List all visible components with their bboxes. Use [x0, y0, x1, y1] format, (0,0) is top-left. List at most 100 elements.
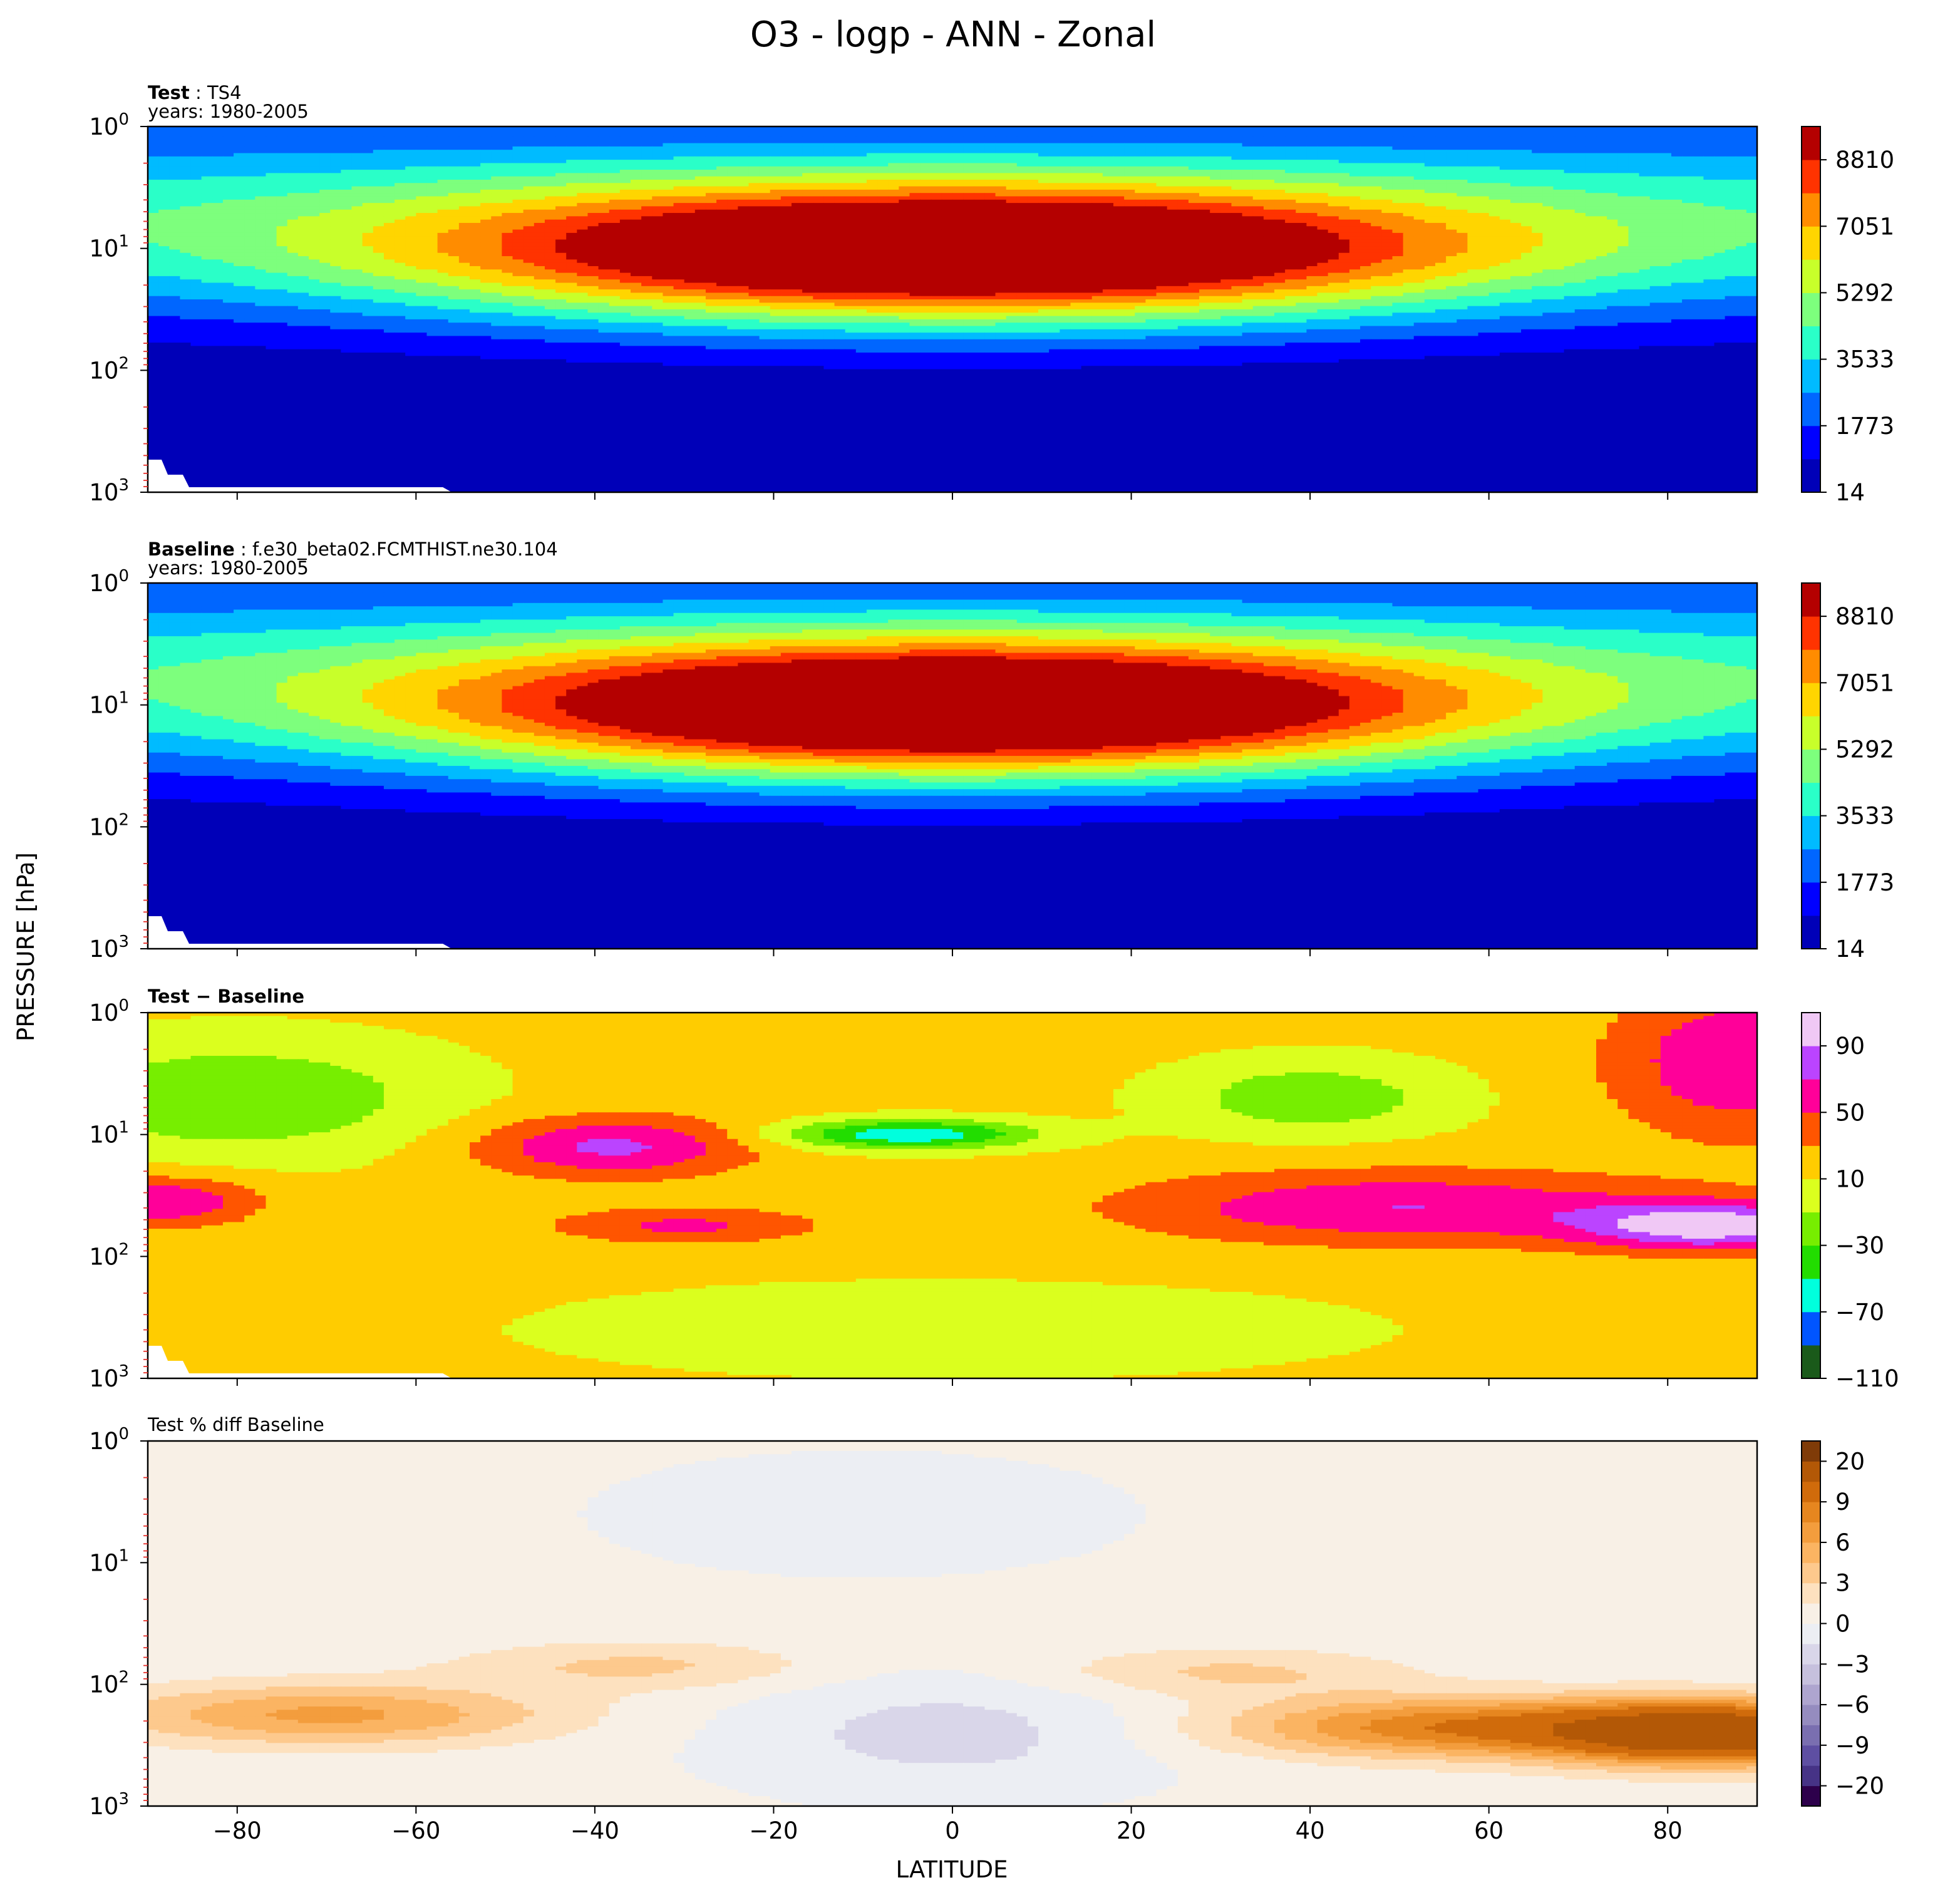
contour-cell [856, 190, 867, 194]
contour-cell [169, 130, 180, 133]
contour-cell [845, 150, 857, 153]
contour-cell [942, 173, 953, 177]
contour-cell [942, 163, 953, 167]
contour-cell [363, 203, 374, 207]
contour-cell [684, 196, 696, 200]
contour-cell [352, 236, 363, 240]
contour-cell [1467, 140, 1478, 143]
contour-cell [674, 196, 685, 200]
contour-cell [1736, 153, 1747, 157]
contour-cell [309, 210, 320, 214]
contour-cell [148, 196, 159, 200]
contour-cell [1038, 220, 1050, 224]
contour-cell [1703, 213, 1715, 217]
contour-cell [1049, 226, 1060, 230]
contour-cell [695, 223, 706, 227]
contour-cell [448, 223, 460, 227]
contour-cell [277, 140, 288, 143]
contour-cell [1038, 170, 1050, 173]
contour-cell [459, 140, 470, 143]
contour-cell [491, 187, 502, 190]
contour-cell [1199, 213, 1210, 217]
contour-cell [244, 133, 255, 137]
contour-cell [802, 160, 813, 163]
contour-cell [781, 230, 792, 234]
contour-cell [491, 183, 502, 187]
contour-cell [191, 183, 202, 187]
contour-cell [459, 137, 470, 140]
contour-cell [148, 226, 159, 230]
contour-cell [1360, 180, 1371, 183]
contour-cell [148, 200, 159, 204]
contour-cell [942, 157, 953, 160]
contour-cell [760, 163, 771, 167]
contour-cell [1489, 150, 1500, 153]
contour-cell [1296, 173, 1307, 177]
contour-cell [823, 163, 835, 167]
contour-cell [1639, 150, 1651, 153]
contour-cell [1070, 163, 1081, 167]
contour-cell [1628, 143, 1639, 147]
contour-cell [1628, 210, 1639, 214]
contour-cell [952, 183, 964, 187]
contour-cell [405, 213, 416, 217]
contour-cell [169, 200, 180, 204]
contour-cell [1328, 190, 1339, 194]
contour-cell [352, 150, 363, 153]
contour-cell [1145, 143, 1157, 147]
contour-cell [963, 160, 974, 163]
contour-cell [1639, 167, 1651, 170]
contour-cell [266, 177, 277, 180]
contour-cell [963, 216, 974, 220]
contour-cell [1189, 157, 1200, 160]
contour-cell [1553, 130, 1564, 133]
contour-cell [770, 170, 781, 173]
contour-cell [212, 187, 224, 190]
contour-cell [1435, 200, 1447, 204]
contour-cell [1318, 140, 1329, 143]
contour-cell [1070, 206, 1081, 210]
contour-cell [1242, 200, 1254, 204]
contour-cell [1671, 143, 1683, 147]
contour-cell [931, 220, 942, 224]
contour-cell [1671, 210, 1683, 214]
contour-cell [555, 220, 567, 224]
contour-cell [674, 203, 685, 207]
contour-cell [770, 220, 781, 224]
contour-cell [566, 226, 577, 230]
contour-cell [1682, 140, 1693, 143]
contour-cell [899, 216, 910, 220]
contour-cell [695, 193, 706, 197]
contour-cell [856, 213, 867, 217]
contour-cell [577, 157, 588, 160]
contour-cell [1070, 183, 1081, 187]
contour-cell [1231, 226, 1242, 230]
contour-cell [384, 180, 395, 183]
contour-cell [835, 137, 846, 140]
contour-cell [1693, 157, 1704, 160]
contour-cell [1028, 220, 1039, 224]
contour-cell [298, 153, 309, 157]
contour-cell [1446, 190, 1457, 194]
contour-cell [695, 216, 706, 220]
contour-cell [352, 173, 363, 177]
contour-cell [1017, 167, 1028, 170]
contour-cell [1124, 167, 1135, 170]
contour-cell [1017, 190, 1028, 194]
contour-cell [716, 157, 728, 160]
contour-cell [158, 177, 170, 180]
contour-cell [1714, 157, 1725, 160]
contour-cell [1457, 160, 1468, 163]
contour-cell [1113, 177, 1125, 180]
contour-cell [405, 180, 416, 183]
contour-cell [1145, 153, 1157, 157]
contour-cell [792, 180, 803, 183]
contour-cell [781, 196, 792, 200]
contour-cell [191, 230, 202, 234]
contour-cell [341, 140, 352, 143]
contour-cell [148, 173, 159, 177]
contour-cell [1274, 230, 1286, 234]
contour-cell [1725, 196, 1736, 200]
contour-cell [491, 177, 502, 180]
contour-cell [1306, 143, 1318, 147]
